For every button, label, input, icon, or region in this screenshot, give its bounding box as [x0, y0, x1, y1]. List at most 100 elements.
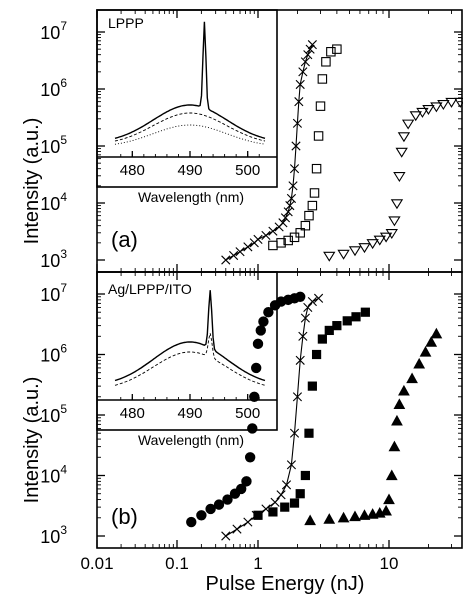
data-point-filled-square: [295, 489, 305, 499]
series-filled-triangle-up: [304, 327, 443, 526]
data-point-x: [292, 392, 303, 402]
data-point-filled-triangle: [393, 398, 406, 409]
data-point-open-square: [304, 210, 314, 221]
data-point-open-square: [307, 200, 318, 211]
data-point-filled-circle: [205, 503, 216, 515]
data-point-filled-circle: [295, 291, 306, 302]
data-point-filled-circle: [222, 494, 233, 505]
data-point-filled-triangle: [385, 469, 398, 481]
inset-spectrum-high: [114, 21, 266, 139]
data-point-open-triangle: [422, 105, 435, 116]
data-point-open-square: [313, 131, 324, 141]
x-tick-label: 10: [380, 554, 399, 573]
data-point-open-square: [332, 44, 342, 54]
data-point-filled-circle: [196, 510, 207, 521]
data-point-x: [276, 490, 286, 500]
data-point-filled-circle: [213, 499, 225, 510]
data-point-filled-square: [360, 307, 370, 317]
data-point-open-triangle: [323, 251, 336, 262]
inset-a-label: LPPP: [108, 15, 144, 31]
data-point-x: [268, 226, 278, 236]
data-point-x: [286, 193, 297, 204]
data-point-open-triangle: [445, 97, 458, 108]
data-point-filled-circle: [249, 391, 260, 402]
data-point-x: [221, 531, 231, 541]
inset-a: 480 490 500: [96, 9, 278, 188]
data-point-open-triangle: [395, 147, 408, 158]
data-point-filled-square: [311, 349, 322, 360]
data-point-open-triangle: [348, 246, 362, 257]
data-point-x: [280, 213, 291, 223]
data-point-x: [300, 313, 310, 323]
data-point-filled-square: [289, 498, 300, 508]
data-point-filled-circle: [263, 307, 274, 318]
data-point-filled-triangle: [358, 509, 371, 520]
data-point-open-triangle: [390, 199, 404, 210]
panel-b: 103 104 105 106 107 0.01 0.1 1 10 480 490 500: [40, 271, 463, 573]
data-point-x: [243, 517, 253, 527]
data-point-open-triangle: [397, 132, 411, 143]
data-point-x: [261, 230, 271, 241]
data-point-x: [307, 296, 317, 307]
data-point-filled-square: [304, 428, 314, 438]
data-point-open-square: [276, 238, 286, 248]
y-tick-label: 104: [40, 190, 67, 214]
data-point-filled-triangle: [391, 414, 403, 426]
inset-x-tick-label: 480: [120, 405, 145, 422]
panel-a: 103 104 105 106 107 480 490 500: [40, 9, 463, 273]
series-open-triangle-down: [323, 97, 463, 262]
data-point-x: [300, 57, 310, 67]
inset-x-tick-label: 490: [177, 162, 202, 179]
inset-x-tick-label: 490: [177, 405, 202, 422]
data-point-filled-triangle: [413, 357, 426, 369]
x-axis-title: Pulse Energy (nJ): [206, 573, 365, 595]
plot-frame: [96, 9, 463, 273]
data-point-x: [285, 201, 295, 211]
data-point-open-triangle: [409, 111, 422, 122]
inset-x-tick-label: 500: [235, 405, 260, 422]
y-tick-label: 106: [40, 76, 67, 100]
data-point-x: [289, 428, 300, 438]
data-point-filled-triangle: [323, 513, 336, 524]
y-tick-label: 107: [40, 281, 67, 305]
data-point-filled-triangle: [406, 372, 418, 384]
y-tick-label: 105: [40, 402, 67, 426]
data-point-filled-triangle: [349, 510, 361, 522]
data-point-x: [243, 242, 253, 252]
data-point-filled-circle: [244, 452, 256, 463]
data-point-filled-triangle: [380, 504, 392, 516]
data-point-filled-triangle: [388, 440, 401, 452]
data-point-filled-circle: [252, 338, 264, 350]
data-point-filled-circle: [250, 362, 262, 374]
data-point-open-triangle: [337, 249, 350, 260]
data-point-open-triangle: [358, 243, 371, 254]
data-point-open-square: [309, 188, 320, 198]
data-point-open-triangle: [385, 229, 398, 240]
data-point-open-triangle: [393, 172, 406, 183]
data-point-filled-square: [332, 321, 342, 331]
panel-a-label: (a): [111, 227, 138, 252]
data-point-open-square: [268, 240, 278, 251]
data-point-x: [283, 207, 293, 217]
y-tick-label: 103: [40, 523, 67, 547]
data-point-filled-square: [253, 510, 263, 520]
series-filled-square: [253, 307, 370, 520]
data-point-filled-square: [324, 325, 334, 336]
data-point-x: [289, 164, 300, 174]
data-point-open-triangle: [373, 235, 386, 246]
data-point-open-triangle: [416, 107, 429, 118]
data-point-x: [303, 50, 313, 60]
inset-spectrum-mid: [114, 112, 266, 142]
data-point-open-triangle: [437, 100, 450, 111]
panel-b-label: (b): [111, 504, 138, 529]
inset-b-label: Ag/LPPP/ITO: [108, 281, 192, 297]
data-point-x: [303, 302, 313, 313]
data-point-x: [229, 250, 239, 261]
data-point-x: [286, 460, 297, 470]
x-tick-label: 0.01: [80, 554, 113, 573]
data-point-filled-circle: [235, 483, 247, 495]
data-point-x: [232, 524, 242, 534]
data-point-open-square: [315, 101, 326, 111]
data-point-open-triangle: [401, 119, 415, 130]
